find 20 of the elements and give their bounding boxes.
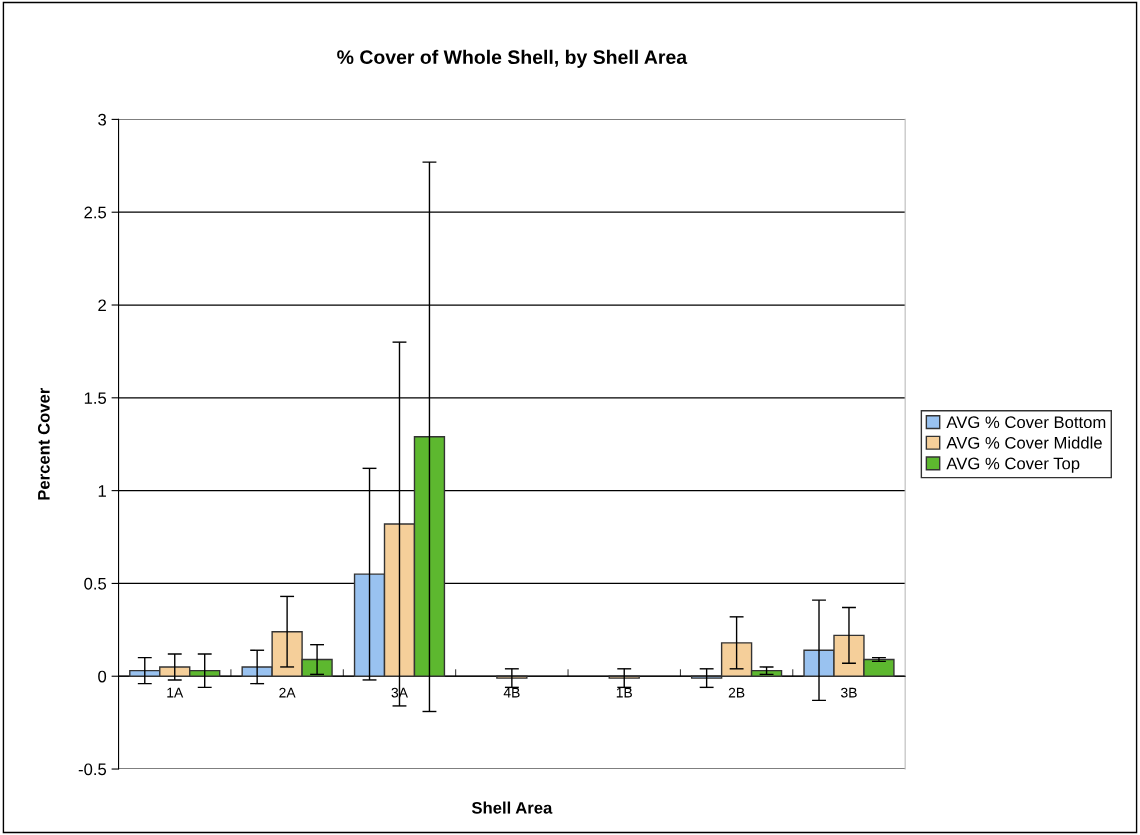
y-tick-label: -0.5 [78,763,107,776]
y-tick-label: 1 [98,485,106,497]
y-tick-label: 2.5 [84,206,107,219]
x-tick-label: 3B [841,687,857,698]
x-tick-label: 1B [616,687,632,698]
y-tick-label: 1.5 [84,392,107,405]
legend-label: AVG % Cover Middle [946,436,1102,449]
legend-label: AVG % Cover Bottom [946,416,1106,429]
legend-label: AVG % Cover Top [946,457,1080,473]
x-tick-label: 4B [503,687,520,698]
y-tick-label: 0.5 [84,577,107,590]
y-tick-label: 2 [98,299,106,312]
x-tick-label: 2A [279,687,296,698]
y-tick-label: 0 [98,670,107,683]
x-tick-label: 1A [167,687,184,698]
x-axis-title: Shell Area [471,801,553,814]
chart-title: % Cover of Whole Shell, by Shell Area [337,49,688,68]
y-axis-title: Percent Cover [37,387,50,500]
x-tick-label: 2B [728,687,745,698]
y-tick-label: 3 [98,113,107,126]
